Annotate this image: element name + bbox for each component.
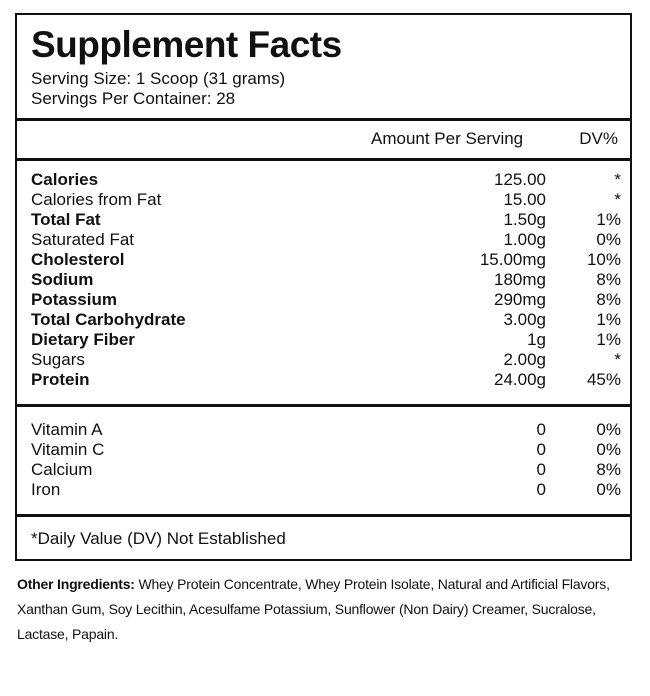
nutrient-row: Dietary Fiber 1g 1% [31, 330, 621, 350]
nutrient-row: Saturated Fat 1.00g 0% [31, 230, 621, 250]
nutrient-row: Vitamin A 0 0% [31, 420, 621, 440]
nutrient-dv: 8% [596, 270, 621, 289]
nutrient-label: Iron [31, 480, 61, 499]
nutrient-amount: 180mg [494, 270, 546, 289]
nutrient-row: Calories 125.00 * [31, 170, 621, 190]
nutrient-amount: 1.00g [503, 230, 546, 249]
nutrient-amount: 15.00 [503, 190, 546, 209]
nutrient-label: Total Fat [31, 210, 101, 229]
nutrient-dv: 0% [596, 420, 621, 439]
nutrient-row: Total Carbohydrate 3.00g 1% [31, 310, 621, 330]
nutrient-amount: 24.00g [494, 370, 546, 389]
nutrient-amount: 2.00g [503, 350, 546, 369]
nutrient-amount: 0 [536, 420, 546, 439]
nutrient-label: Calories from Fat [31, 190, 162, 209]
nutrient-dv: 10% [586, 250, 621, 269]
nutrient-dv: 1% [596, 330, 621, 349]
other-ingredients-text: Whey Protein Concentrate, Whey Protein I… [17, 576, 610, 642]
divider [17, 514, 630, 517]
supplement-facts-panel: Supplement Facts Serving Size: 1 Scoop (… [15, 13, 632, 561]
nutrient-amount: 0 [536, 460, 546, 479]
nutrient-row: Sodium 180mg 8% [31, 270, 621, 290]
serving-size: Serving Size: 1 Scoop (31 grams) [31, 69, 286, 88]
divider [17, 118, 630, 121]
nutrient-dv: 8% [596, 460, 621, 479]
nutrient-label: Dietary Fiber [31, 330, 135, 349]
nutrient-row: Calcium 0 8% [31, 460, 621, 480]
nutrient-row: Calories from Fat 15.00 * [31, 190, 621, 210]
nutrient-row: Total Fat 1.50g 1% [31, 210, 621, 230]
divider [17, 404, 630, 407]
nutrient-dv: 0% [596, 440, 621, 459]
divider [17, 158, 630, 161]
nutrient-amount: 125.00 [494, 170, 546, 189]
nutrient-dv: * [614, 190, 621, 209]
nutrient-label: Calories [31, 170, 99, 189]
nutrient-dv: 1% [596, 210, 621, 229]
nutrient-amount: 3.00g [503, 310, 546, 329]
nutrient-label: Total Carbohydrate [31, 310, 186, 329]
nutrient-label: Sugars [31, 350, 85, 369]
nutrient-row: Iron 0 0% [31, 480, 621, 500]
nutrient-amount: 0 [536, 440, 546, 459]
nutrient-dv: 8% [596, 290, 621, 309]
nutrient-row: Sugars 2.00g * [31, 350, 621, 370]
nutrient-amount: 290mg [494, 290, 546, 309]
nutrient-amount: 15.00mg [479, 250, 546, 269]
dv-column-header: DV% [579, 129, 618, 148]
nutrient-amount: 1.50g [503, 210, 546, 229]
nutrient-label: Potassium [31, 290, 117, 309]
nutrient-label: Sodium [31, 270, 94, 289]
nutrient-dv: 1% [596, 310, 621, 329]
nutrient-row: Cholesterol 15.00mg 10% [31, 250, 621, 270]
nutrient-label: Saturated Fat [31, 230, 135, 249]
nutrient-label: Vitamin A [31, 420, 103, 439]
nutrient-label: Protein [31, 370, 90, 389]
panel-title: Supplement Facts [31, 24, 342, 65]
nutrient-label: Cholesterol [31, 250, 125, 269]
servings-per-container: Servings Per Container: 28 [31, 89, 236, 108]
nutrient-label: Calcium [31, 460, 93, 479]
nutrient-row: Potassium 290mg 8% [31, 290, 621, 310]
nutrient-amount: 0 [536, 480, 546, 499]
nutrient-dv: * [614, 350, 621, 369]
nutrient-amount: 1g [527, 330, 546, 349]
amount-column-header: Amount Per Serving [371, 129, 524, 148]
nutrient-dv: 0% [596, 230, 621, 249]
nutrient-dv: * [614, 170, 621, 189]
nutrient-row: Vitamin C 0 0% [31, 440, 621, 460]
nutrient-label: Vitamin C [31, 440, 105, 459]
nutrient-dv: 0% [596, 480, 621, 499]
nutrient-row: Protein 24.00g 45% [31, 370, 621, 390]
other-ingredients-heading: Other Ingredients: [17, 576, 135, 592]
nutrient-dv: 45% [586, 370, 621, 389]
daily-value-footnote: *Daily Value (DV) Not Established [31, 529, 286, 548]
other-ingredients: Other Ingredients: Whey Protein Concentr… [17, 572, 632, 647]
